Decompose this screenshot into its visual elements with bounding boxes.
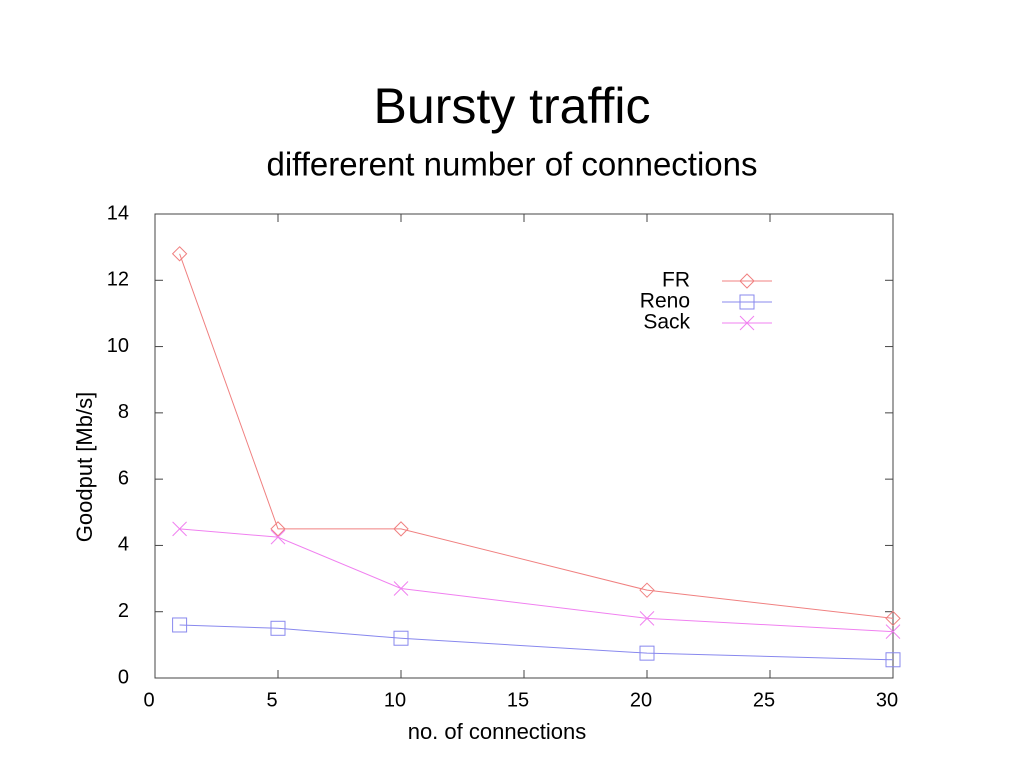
- plot-frame: [154, 213, 894, 679]
- marker: [270, 529, 286, 545]
- marker: [885, 610, 901, 627]
- legend-label: Sack: [643, 311, 690, 334]
- y-tick-label: 0: [118, 666, 129, 688]
- x-tick-label: 0: [143, 689, 154, 711]
- y-tick-label: 4: [118, 534, 129, 556]
- y-tick-label: 2: [118, 600, 129, 622]
- legend-label: FR: [662, 269, 690, 292]
- marker: [639, 610, 655, 626]
- chart-subtitle: differerent number of connections: [266, 146, 757, 183]
- x-tick-label: 15: [507, 689, 529, 711]
- y-tick-label: 6: [118, 467, 129, 489]
- y-axis-label: Goodput [Mb/s]: [72, 392, 97, 542]
- series-line: [179, 253, 894, 619]
- marker: [885, 652, 901, 668]
- x-tick-label: 25: [753, 689, 775, 711]
- marker: [639, 645, 655, 661]
- marker: [885, 624, 901, 639]
- chart-title: Bursty traffic: [374, 78, 651, 134]
- series-line: [179, 624, 894, 661]
- marker: [393, 630, 409, 646]
- legend-marker: [739, 294, 755, 310]
- x-tick-label: 30: [876, 689, 898, 711]
- marker: [172, 521, 187, 537]
- y-tick-label: 8: [118, 401, 129, 423]
- marker: [270, 620, 286, 636]
- marker: [171, 246, 188, 262]
- legend-marker: [739, 273, 755, 289]
- y-tick-label: 12: [107, 269, 129, 291]
- x-tick-label: 10: [384, 689, 406, 711]
- marker: [172, 617, 188, 633]
- series-line: [179, 528, 894, 633]
- legend-marker: [739, 315, 755, 331]
- marker: [393, 581, 409, 596]
- y-tick-label: 10: [107, 335, 129, 357]
- marker: [639, 582, 655, 598]
- legend-label: Reno: [640, 290, 690, 313]
- marker: [393, 521, 409, 537]
- x-tick-label: 20: [630, 689, 652, 711]
- x-tick-label: 5: [266, 689, 277, 711]
- marker: [270, 521, 286, 537]
- y-tick-label: 14: [107, 202, 129, 224]
- x-axis-label: no. of connections: [408, 719, 587, 744]
